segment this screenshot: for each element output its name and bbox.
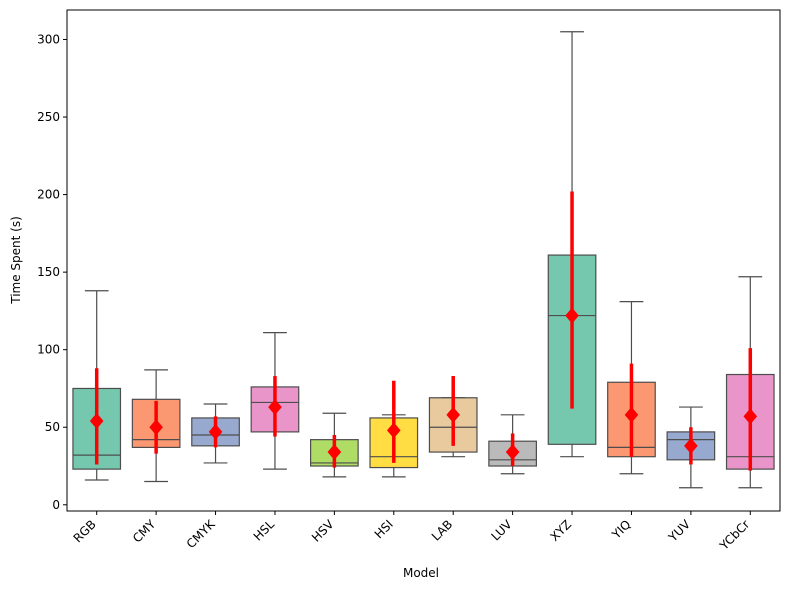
mean-marker-cmy bbox=[149, 400, 163, 454]
mean-marker-ycbcr bbox=[743, 348, 758, 471]
mean-diamond bbox=[446, 406, 461, 423]
mean-diamond bbox=[327, 444, 342, 461]
means-layer bbox=[89, 191, 758, 471]
y-tick-label: 0 bbox=[52, 498, 60, 512]
mean-diamond bbox=[268, 399, 282, 416]
y-tick-label: 100 bbox=[37, 343, 60, 357]
y-tick-label: 300 bbox=[37, 32, 60, 46]
y-axis-ticks: 0 50 100 150 200 250 300 bbox=[37, 32, 67, 512]
mean-diamond bbox=[505, 444, 520, 461]
plot-frame bbox=[66, 9, 781, 512]
mean-marker-hsv bbox=[327, 434, 342, 468]
mean-marker-xyz bbox=[565, 191, 579, 409]
y-tick-label: 50 bbox=[45, 420, 60, 434]
mean-marker-hsl bbox=[268, 376, 282, 437]
mean-diamond bbox=[743, 408, 758, 425]
mean-marker-rgb bbox=[89, 368, 104, 465]
mean-marker-yuv bbox=[684, 427, 698, 465]
y-tick-label: 200 bbox=[37, 188, 60, 202]
mean-diamond bbox=[684, 437, 698, 454]
mean-marker-cmyk bbox=[208, 416, 223, 448]
mean-marker-lab bbox=[446, 376, 461, 446]
mean-marker-hsi bbox=[386, 380, 401, 463]
mean-marker-yiq bbox=[624, 363, 639, 457]
y-tick-label: 150 bbox=[37, 265, 60, 279]
mean-diamond bbox=[386, 422, 401, 439]
x-axis-label: Model bbox=[403, 566, 439, 580]
mean-diamond bbox=[565, 307, 579, 324]
mean-diamond bbox=[624, 406, 639, 423]
y-tick-label: 250 bbox=[37, 110, 60, 124]
mean-diamond bbox=[89, 413, 104, 430]
mean-diamond bbox=[208, 423, 223, 440]
mean-diamond bbox=[149, 419, 163, 436]
mean-marker-luv bbox=[505, 433, 520, 467]
y-axis-label: Time Spent (s) bbox=[9, 216, 23, 305]
